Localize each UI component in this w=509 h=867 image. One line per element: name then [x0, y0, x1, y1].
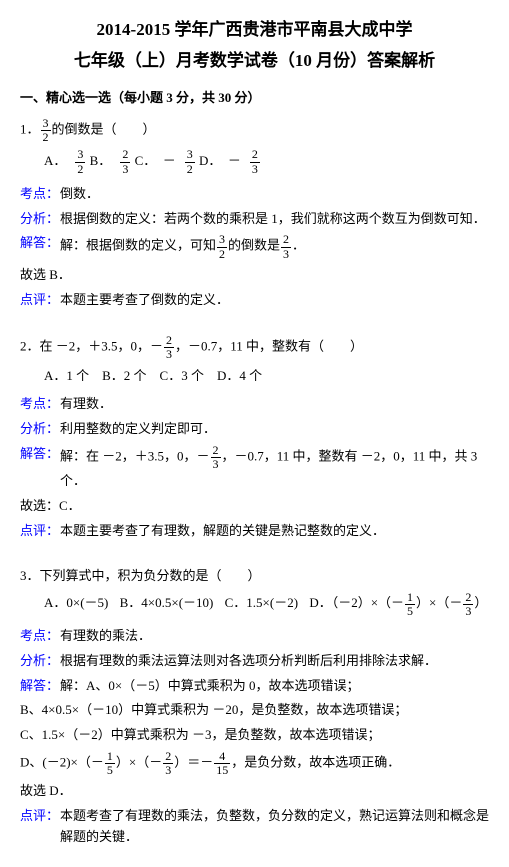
q3-jieda-d: D、(－2)×（－15）×（－23）＝－415，是负分数，故本选项正确．: [20, 750, 489, 777]
q2-kaodian: 有理数．: [60, 394, 489, 415]
q3-jieda-c: C、1.5×（－2）中算式乘积为 －3，是负整数，故本选项错误；: [20, 725, 489, 746]
q1-jieda: 解：根据倒数的定义，可知32的倒数是23．: [60, 233, 489, 260]
dianping-label: 点评：: [20, 290, 60, 311]
q1-conclusion: 故选 B．: [20, 265, 489, 286]
jieda-label: 解答：: [20, 676, 60, 697]
q2-dianping: 本题主要考查了有理数，解题的关键是熟记整数的定义．: [60, 521, 489, 542]
q2-dianping-row: 点评： 本题主要考查了有理数，解题的关键是熟记整数的定义．: [20, 521, 489, 542]
title-line-2: 七年级（上）月考数学试卷（10 月份）答案解析: [20, 46, 489, 77]
q2-jieda-frac: 23: [211, 444, 221, 471]
q1-opt-b-label: B．: [90, 153, 112, 168]
q3-opt-c: C．1.5×(－2): [225, 595, 298, 610]
kaodian-label: 考点：: [20, 394, 60, 415]
jieda-label: 解答：: [20, 444, 60, 465]
q1-fenxi: 根据倒数的定义：若两个数的乘积是 1，我们就称这两个数互为倒数可知．: [60, 209, 489, 230]
q3-jd-f2: 23: [163, 750, 173, 777]
kaodian-label: 考点：: [20, 184, 60, 205]
q3-jd-f1: 15: [105, 750, 115, 777]
doc-title: 2014-2015 学年广西贵港市平南县大成中学 七年级（上）月考数学试卷（10…: [20, 15, 489, 76]
q3-opt-d: D．（－2）×（－15）×（－23）: [309, 595, 487, 610]
q3-jd-f3: 415: [214, 750, 230, 777]
q3-opt-a: A．0×(－5): [44, 595, 108, 610]
q3-fenxi-row: 分析： 根据有理数的乘法运算法则对各选项分析判断后利用排除法求解．: [20, 651, 489, 672]
dianping-label: 点评：: [20, 521, 60, 542]
q1-opt-d-frac: 23: [250, 148, 260, 175]
q2-stem: 2．在 －2，＋3.5，0，－23，－0.7，11 中，整数有（ ）: [20, 334, 489, 361]
q3-jieda-a: 解：A、0×（－5）中算式乘积为 0，故本选项错误；: [60, 676, 489, 697]
q1-opt-c-frac: 32: [185, 148, 195, 175]
q1-opt-b-frac: 23: [120, 148, 130, 175]
q1-jieda-row: 解答： 解：根据倒数的定义，可知32的倒数是23．: [20, 233, 489, 260]
q3-stem: 3．下列算式中，积为负分数的是（ ）: [20, 566, 489, 587]
q1-opt-c-label: C． －: [135, 153, 176, 168]
q3-opt-b: B．4×0.5×(－10): [120, 595, 214, 610]
q1-opt-d-label: D． －: [199, 153, 241, 168]
q2-jieda-row: 解答： 解：在 －2，＋3.5，0，－23，－0.7，11 中，整数有 －2，0…: [20, 444, 489, 492]
q1-prefix: 1．: [20, 122, 40, 137]
q2-kaodian-row: 考点： 有理数．: [20, 394, 489, 415]
q3-dianping: 本题考查了有理数的乘法，负整数，负分数的定义，熟记运算法则和概念是解题的关键．: [60, 806, 489, 848]
q1-stem-frac: 32: [41, 117, 51, 144]
fenxi-label: 分析：: [20, 651, 60, 672]
q1-opt-a-frac: 32: [75, 148, 85, 175]
q1-stem: 1．32的倒数是（ ）: [20, 117, 489, 144]
q1-jieda-f2: 23: [281, 233, 291, 260]
q3-conclusion: 故选 D．: [20, 781, 489, 802]
q1-kaodian: 倒数．: [60, 184, 489, 205]
q2-stem-frac: 23: [164, 334, 174, 361]
q3-jieda-b: B、4×0.5×（－10）中算式乘积为 －20，是负整数，故本选项错误；: [20, 700, 489, 721]
dianping-label: 点评：: [20, 806, 60, 827]
q2-suffix: ，－0.7，11 中，整数有（ ）: [175, 339, 363, 354]
kaodian-label: 考点：: [20, 626, 60, 647]
q1-opt-a-label: A．: [44, 153, 66, 168]
q1-options: A． 32 B． 23 C． － 32 D． － 23: [44, 148, 489, 175]
section-1-header: 一、精心选一选（每小题 3 分，共 30 分）: [20, 88, 489, 109]
q3-optd-f1: 15: [405, 591, 415, 618]
q3-optd-f2: 23: [463, 591, 473, 618]
q3-fenxi: 根据有理数的乘法运算法则对各选项分析判断后利用排除法求解．: [60, 651, 489, 672]
q3-dianping-row: 点评： 本题考查了有理数的乘法，负整数，负分数的定义，熟记运算法则和概念是解题的…: [20, 806, 489, 848]
title-line-1: 2014-2015 学年广西贵港市平南县大成中学: [20, 15, 489, 46]
jieda-label: 解答：: [20, 233, 60, 254]
q1-kaodian-row: 考点： 倒数．: [20, 184, 489, 205]
q2-fenxi-row: 分析： 利用整数的定义判定即可．: [20, 419, 489, 440]
fenxi-label: 分析：: [20, 209, 60, 230]
q2-jieda: 解：在 －2，＋3.5，0，－23，－0.7，11 中，整数有 －2，0，11 …: [60, 444, 489, 492]
q1-jieda-f1: 32: [217, 233, 227, 260]
q1-dianping-row: 点评： 本题主要考查了倒数的定义．: [20, 290, 489, 311]
q2-fenxi: 利用整数的定义判定即可．: [60, 419, 489, 440]
q3-options: A．0×(－5) B．4×0.5×(－10) C．1.5×(－2) D．（－2）…: [44, 591, 489, 618]
q1-dianping: 本题主要考查了倒数的定义．: [60, 290, 489, 311]
q3-kaodian-row: 考点： 有理数的乘法．: [20, 626, 489, 647]
q2-conclusion: 故选：C．: [20, 496, 489, 517]
q2-prefix: 2．在 －2，＋3.5，0，－: [20, 339, 163, 354]
q3-kaodian: 有理数的乘法．: [60, 626, 489, 647]
q1-suffix: 的倒数是（ ）: [52, 122, 156, 137]
fenxi-label: 分析：: [20, 419, 60, 440]
q3-jieda-row: 解答： 解：A、0×（－5）中算式乘积为 0，故本选项错误；: [20, 676, 489, 697]
q1-fenxi-row: 分析： 根据倒数的定义：若两个数的乘积是 1，我们就称这两个数互为倒数可知．: [20, 209, 489, 230]
q2-options: A．1 个 B．2 个 C．3 个 D．4 个: [44, 366, 489, 387]
